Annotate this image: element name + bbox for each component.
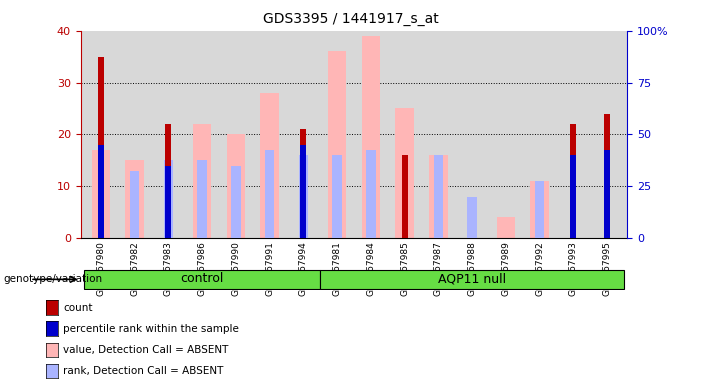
Bar <box>362 36 380 238</box>
Bar <box>165 166 172 238</box>
Bar <box>198 161 207 238</box>
Bar <box>496 217 515 238</box>
Text: control: control <box>180 272 224 285</box>
Text: rank, Detection Call = ABSENT: rank, Detection Call = ABSENT <box>63 366 224 376</box>
Bar <box>231 166 240 238</box>
Bar <box>571 155 576 238</box>
Bar <box>226 134 245 238</box>
Bar <box>260 93 279 238</box>
Text: value, Detection Call = ABSENT: value, Detection Call = ABSENT <box>63 345 229 355</box>
Bar <box>193 124 212 238</box>
Bar <box>165 124 172 238</box>
Bar <box>84 270 320 289</box>
Bar <box>604 150 610 238</box>
Bar <box>299 155 308 238</box>
Bar <box>265 150 274 238</box>
Bar <box>300 145 306 238</box>
Bar <box>571 124 576 238</box>
Bar <box>604 114 610 238</box>
Bar <box>468 197 477 238</box>
Text: percentile rank within the sample: percentile rank within the sample <box>63 324 239 334</box>
Bar <box>98 145 104 238</box>
Bar <box>531 181 549 238</box>
Text: AQP11 null: AQP11 null <box>438 272 506 285</box>
Bar <box>535 181 545 238</box>
Bar <box>332 155 342 238</box>
Text: count: count <box>63 303 93 313</box>
Bar <box>366 150 376 238</box>
Bar <box>395 108 414 238</box>
Bar <box>402 155 408 238</box>
Text: genotype/variation: genotype/variation <box>4 274 102 285</box>
Bar <box>434 155 443 238</box>
Bar <box>130 170 139 238</box>
Text: GDS3395 / 1441917_s_at: GDS3395 / 1441917_s_at <box>263 12 438 25</box>
Bar <box>125 161 144 238</box>
Bar <box>429 155 448 238</box>
Bar <box>163 161 173 238</box>
Bar <box>92 150 110 238</box>
Bar <box>320 270 624 289</box>
Bar <box>328 51 346 238</box>
Bar <box>300 129 306 238</box>
Bar <box>98 56 104 238</box>
